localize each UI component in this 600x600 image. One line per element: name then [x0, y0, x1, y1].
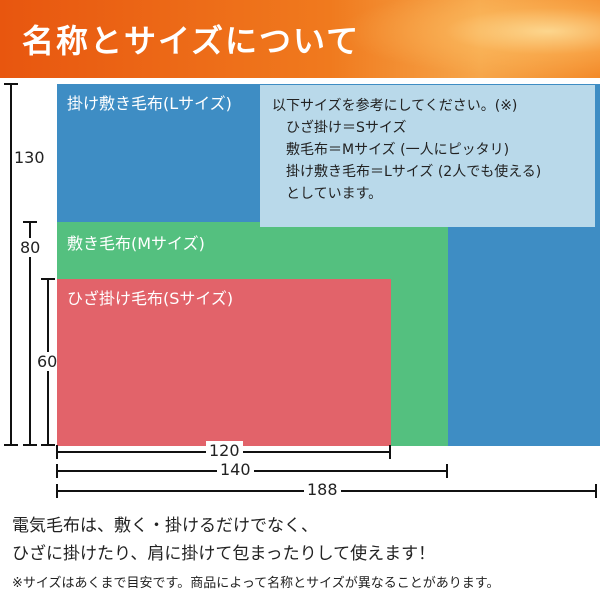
height-cap-bottom-large — [4, 444, 18, 446]
width-label-small: 120 — [206, 441, 243, 460]
note-line-3: 敷毛布＝Mサイズ (一人にピッタリ) — [286, 142, 510, 158]
width-cap-left-medium — [56, 464, 58, 478]
description-line-1: 電気毛布は、敷く・掛けるだけでなく、 — [12, 516, 318, 536]
page-title: 名称とサイズについて — [22, 22, 361, 60]
height-line-large — [10, 84, 12, 446]
height-cap-bottom-small — [41, 444, 55, 446]
header-glow — [340, 0, 600, 78]
blanket-small-label: ひざ掛け毛布(Sサイズ) — [67, 289, 234, 308]
note-line-4: 掛け敷き毛布＝Lサイズ (2人でも使える) — [286, 164, 542, 180]
header-banner: 名称とサイズについて — [0, 0, 600, 78]
height-label-medium: 80 — [20, 238, 41, 257]
height-cap-top-medium — [23, 221, 37, 223]
width-cap-left-small — [56, 445, 58, 459]
height-cap-top-large — [4, 83, 18, 85]
width-label-medium: 140 — [217, 460, 254, 479]
height-label-large: 130 — [14, 148, 45, 167]
width-cap-right-large — [595, 484, 597, 498]
footnote: ※サイズはあくまで目安です。商品によって名称とサイズが異なることがあります。 — [12, 576, 500, 591]
height-cap-top-small — [41, 278, 55, 280]
note-line-2: ひざ掛け＝Sサイズ — [286, 120, 407, 136]
height-cap-bottom-medium — [23, 444, 37, 446]
width-cap-left-large — [56, 484, 58, 498]
width-label-large: 188 — [304, 480, 341, 499]
note-line-1: 以下サイズを参考にしてください。(※) — [272, 98, 518, 114]
height-line-medium — [29, 222, 31, 446]
width-cap-right-small — [389, 445, 391, 459]
description-line-2: ひざに掛けたり、肩に掛けて包まったりして使えます！ — [12, 544, 436, 564]
description: 電気毛布は、敷く・掛けるだけでなく、 ひざに掛けたり、肩に掛けて包まったりして使… — [12, 512, 435, 568]
blanket-large-label: 掛け敷き毛布(Lサイズ) — [67, 94, 232, 113]
height-label-small: 60 — [37, 352, 58, 371]
blanket-small: ひざ掛け毛布(Sサイズ) — [57, 279, 391, 446]
note-line-5: としています。 — [286, 186, 383, 202]
blanket-medium-label: 敷き毛布(Mサイズ) — [67, 234, 205, 253]
size-note-box: 以下サイズを参考にしてください。(※) ひざ掛け＝Sサイズ 敷毛布＝Mサイズ (… — [260, 85, 595, 227]
width-cap-right-medium — [446, 464, 448, 478]
